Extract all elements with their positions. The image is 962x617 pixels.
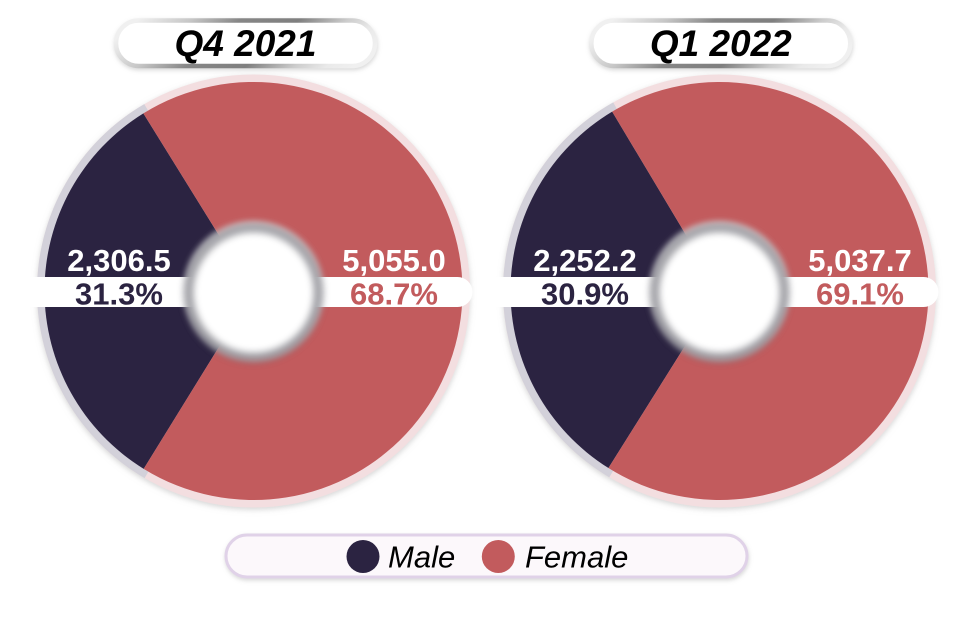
svg-text:68.7%: 68.7% bbox=[350, 277, 438, 312]
svg-text:Q4 2021: Q4 2021 bbox=[175, 23, 317, 64]
svg-text:30.9%: 30.9% bbox=[541, 277, 629, 312]
svg-text:Q1 2022: Q1 2022 bbox=[650, 23, 792, 64]
svg-text:2,306.5: 2,306.5 bbox=[67, 243, 170, 278]
svg-text:2,252.2: 2,252.2 bbox=[533, 243, 636, 278]
svg-text:Male: Male bbox=[388, 540, 455, 575]
svg-text:5,037.7: 5,037.7 bbox=[808, 243, 911, 278]
svg-text:69.1%: 69.1% bbox=[816, 277, 904, 312]
svg-text:Female: Female bbox=[525, 540, 628, 575]
svg-text:31.3%: 31.3% bbox=[75, 277, 163, 312]
svg-text:5,055.0: 5,055.0 bbox=[342, 243, 445, 278]
